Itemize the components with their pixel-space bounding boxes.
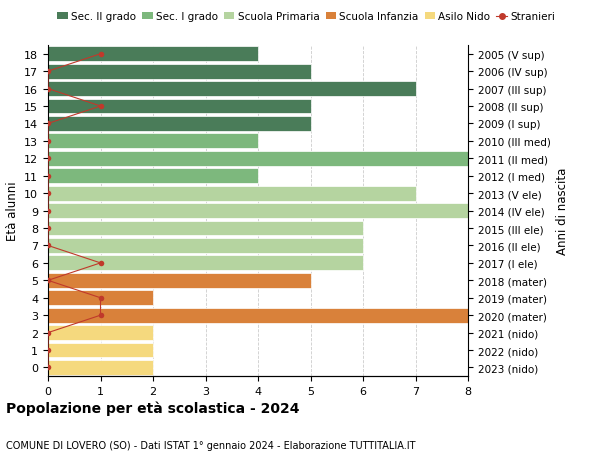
Bar xyxy=(48,291,153,306)
Bar xyxy=(48,65,311,79)
Bar xyxy=(48,47,258,62)
Bar xyxy=(48,82,415,97)
Bar xyxy=(48,134,258,149)
Bar xyxy=(48,169,258,184)
Bar xyxy=(48,308,468,323)
Bar xyxy=(48,239,363,253)
Bar xyxy=(48,117,311,132)
Bar xyxy=(48,273,311,288)
Text: Popolazione per età scolastica - 2024: Popolazione per età scolastica - 2024 xyxy=(6,401,299,415)
Bar xyxy=(48,100,311,114)
Bar xyxy=(48,186,415,201)
Legend: Sec. II grado, Sec. I grado, Scuola Primaria, Scuola Infanzia, Asilo Nido, Stran: Sec. II grado, Sec. I grado, Scuola Prim… xyxy=(53,8,559,27)
Bar xyxy=(48,325,153,340)
Bar xyxy=(48,204,468,218)
Y-axis label: Età alunni: Età alunni xyxy=(5,181,19,241)
Bar xyxy=(48,256,363,271)
Bar xyxy=(48,151,468,166)
Bar xyxy=(48,343,153,358)
Y-axis label: Anni di nascita: Anni di nascita xyxy=(556,168,569,255)
Bar xyxy=(48,221,363,236)
Text: COMUNE DI LOVERO (SO) - Dati ISTAT 1° gennaio 2024 - Elaborazione TUTTITALIA.IT: COMUNE DI LOVERO (SO) - Dati ISTAT 1° ge… xyxy=(6,440,415,450)
Bar xyxy=(48,360,153,375)
